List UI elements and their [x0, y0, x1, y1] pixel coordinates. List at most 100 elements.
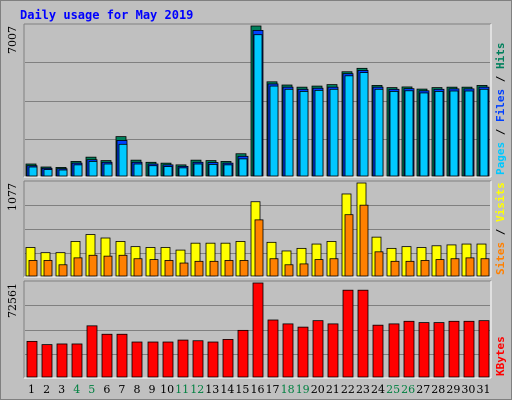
bar-pages-day-6: [103, 163, 113, 177]
bar-pages-day-5: [88, 161, 98, 177]
x-tick-label-day-22: 22: [341, 383, 355, 396]
bar-sites-day-10: [164, 260, 174, 277]
x-tick-label-day-24: 24: [371, 383, 385, 396]
x-tick-label-day-4: 4: [73, 383, 80, 396]
x-tick-label-day-21: 21: [326, 383, 340, 396]
bar-pages-day-23: [359, 72, 369, 177]
bar-pages-day-19: [299, 91, 309, 177]
x-tick-label-day-1: 1: [28, 383, 35, 396]
bar-kbytes-day-30: [463, 320, 475, 378]
x-tick-label-day-28: 28: [431, 383, 445, 396]
x-tick-label-day-25: 25: [386, 383, 400, 396]
bar-kbytes-day-23: [357, 289, 369, 378]
bar-sites-day-13: [209, 260, 219, 277]
x-tick-label-day-2: 2: [43, 383, 50, 396]
bar-pages-day-25: [389, 91, 399, 177]
bar-sites-day-1: [28, 260, 38, 277]
x-tick-label-day-3: 3: [58, 383, 65, 396]
bar-kbytes-day-27: [418, 322, 430, 378]
bar-kbytes-day-24: [372, 324, 384, 378]
bar-pages-day-26: [404, 90, 414, 177]
bar-kbytes-day-4: [71, 343, 83, 378]
bar-kbytes-day-15: [237, 329, 249, 378]
bar-pages-day-16: [253, 34, 263, 177]
x-tick-label-day-23: 23: [356, 383, 370, 396]
x-tick-label-day-11: 11: [175, 383, 189, 396]
bar-pages-day-20: [314, 89, 324, 177]
y-max-label-visits: 1077: [6, 183, 19, 211]
bar-sites-day-31: [480, 258, 490, 277]
bar-kbytes-day-10: [162, 341, 174, 378]
x-tick-label-day-29: 29: [446, 383, 460, 396]
bar-pages-day-2: [43, 169, 53, 177]
bar-pages-day-13: [208, 164, 218, 177]
bar-sites-day-4: [73, 257, 83, 277]
bar-kbytes-day-18: [282, 323, 294, 378]
bar-kbytes-day-14: [222, 339, 234, 378]
x-tick-label-day-15: 15: [235, 383, 249, 396]
bar-kbytes-day-21: [327, 323, 339, 378]
x-tick-label-day-12: 12: [190, 383, 204, 396]
bar-sites-day-6: [103, 255, 113, 277]
x-tick-label-day-27: 27: [416, 383, 430, 396]
bar-pages-day-30: [464, 90, 474, 177]
bar-kbytes-day-16: [252, 282, 264, 378]
bar-sites-day-11: [179, 262, 189, 277]
legend-separator: /: [494, 69, 507, 89]
x-tick-label-day-16: 16: [251, 383, 265, 396]
bar-kbytes-day-20: [312, 320, 324, 378]
bar-sites-day-2: [43, 260, 53, 277]
bar-pages-day-8: [133, 163, 143, 177]
bar-pages-day-1: [28, 166, 38, 177]
bar-sites-day-5: [88, 254, 98, 277]
bar-pages-day-15: [238, 158, 248, 177]
bar-pages-day-21: [329, 88, 339, 177]
bar-pages-day-4: [73, 164, 83, 177]
bar-sites-day-7: [118, 254, 128, 277]
bar-sites-day-30: [465, 257, 475, 277]
bar-kbytes-day-7: [116, 333, 128, 378]
legend-separator: /: [494, 222, 507, 242]
legend-kbytes: KBytes: [494, 336, 507, 376]
bar-kbytes-day-17: [267, 319, 279, 378]
bar-pages-day-22: [344, 75, 354, 177]
x-tick-label-day-14: 14: [220, 383, 234, 396]
bar-sites-day-8: [133, 258, 143, 277]
x-tick-label-day-7: 7: [118, 383, 125, 396]
x-tick-label-day-10: 10: [160, 383, 174, 396]
bar-sites-day-27: [420, 260, 430, 277]
x-tick-label-day-17: 17: [266, 383, 280, 396]
bar-pages-day-12: [193, 163, 203, 177]
x-tick-label-day-20: 20: [311, 383, 325, 396]
bar-kbytes-day-12: [192, 340, 204, 378]
x-tick-label-day-13: 13: [205, 383, 219, 396]
legend-visits: Visits: [494, 182, 507, 222]
bar-pages-day-14: [223, 164, 233, 177]
x-tick-label-day-26: 26: [401, 383, 415, 396]
legend-pages: Pages: [494, 142, 507, 175]
x-tick-label-day-8: 8: [133, 383, 140, 396]
bar-kbytes-day-8: [131, 341, 143, 378]
bar-sites-day-21: [329, 258, 339, 277]
bar-kbytes-day-13: [207, 341, 219, 378]
x-tick-label-day-18: 18: [281, 383, 295, 396]
bar-kbytes-day-11: [177, 339, 189, 378]
x-tick-label-day-6: 6: [103, 383, 110, 396]
x-tick-label-day-30: 30: [461, 383, 475, 396]
bar-kbytes-day-1: [26, 340, 38, 378]
legend-visits: Sites / Visits: [494, 182, 507, 275]
bar-kbytes-day-25: [388, 323, 400, 378]
y-max-label-usage: 7007: [6, 26, 19, 54]
bar-sites-day-29: [450, 258, 460, 277]
bar-sites-day-24: [374, 251, 384, 277]
legend-kbytes: KBytes: [494, 336, 507, 376]
bar-kbytes-day-5: [86, 325, 98, 378]
x-tick-label-day-5: 5: [88, 383, 95, 396]
legend-hits: Hits: [494, 43, 507, 70]
bar-pages-day-7: [118, 143, 128, 177]
bar-sites-day-28: [435, 259, 445, 277]
bar-sites-day-18: [284, 264, 294, 277]
bar-kbytes-day-31: [478, 320, 490, 378]
bar-kbytes-day-22: [342, 289, 354, 378]
